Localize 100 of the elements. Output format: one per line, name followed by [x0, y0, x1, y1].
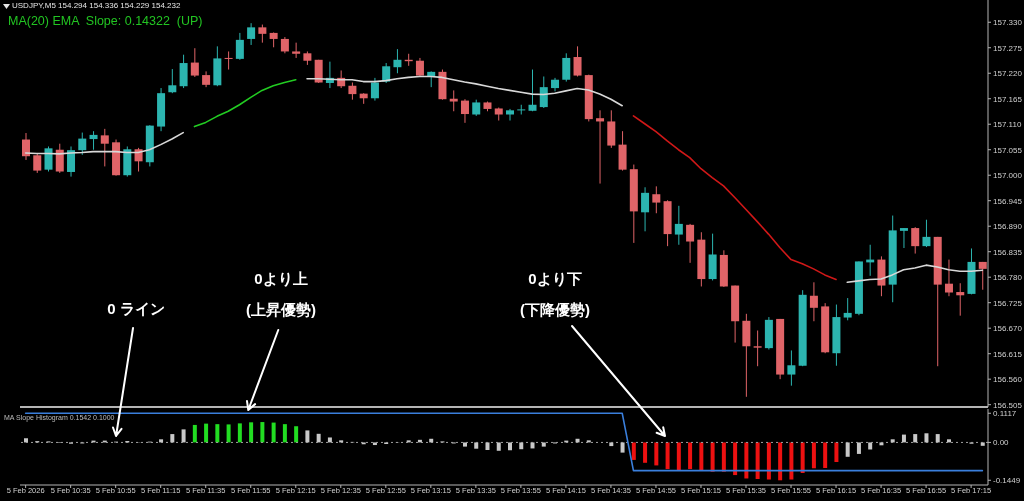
candlestick [753, 330, 762, 367]
bar [868, 442, 873, 450]
candlestick [168, 68, 177, 94]
bar [654, 442, 659, 466]
y-tick-label: 156.560 [993, 375, 1023, 385]
bar [204, 423, 209, 443]
bar [733, 442, 738, 476]
candlestick [787, 349, 796, 387]
bar [462, 442, 467, 447]
candlestick [911, 226, 920, 255]
bar [834, 442, 839, 463]
candlestick [528, 69, 537, 112]
bar [249, 422, 254, 443]
candlestick [89, 130, 98, 151]
candlestick [843, 297, 852, 321]
bar [710, 442, 715, 472]
bar [766, 442, 771, 480]
line-series [193, 78, 297, 128]
candlestick [652, 185, 661, 214]
candlestick [573, 45, 582, 77]
bar [699, 442, 704, 471]
candlestick [179, 54, 188, 89]
bar [294, 426, 299, 443]
candlestick [899, 227, 908, 249]
bar [260, 422, 265, 443]
candlestick [44, 145, 53, 173]
bar [496, 442, 501, 451]
annotation: 0 ライン [107, 299, 165, 319]
bar [474, 442, 479, 449]
bar [789, 442, 794, 480]
bar [823, 442, 828, 469]
bar [946, 439, 951, 443]
y-tick-label: 157.220 [993, 69, 1023, 79]
bar [372, 442, 377, 446]
candlestick [460, 98, 469, 124]
y-tick-label: 157.000 [993, 171, 1023, 181]
candlestick [190, 47, 199, 78]
y-tick-label: 156.780 [993, 273, 1023, 283]
candlestick [393, 48, 402, 74]
bar [226, 424, 231, 443]
annotation: 0より下 (下降優勢) [520, 269, 590, 320]
bar [856, 442, 861, 454]
candlestick [641, 186, 650, 232]
bar [519, 442, 524, 450]
y-tick-label: 157.110 [993, 120, 1022, 130]
bar [24, 438, 28, 443]
candlestick [67, 145, 76, 178]
candlestick [258, 24, 267, 44]
bar [327, 437, 332, 443]
annotation: 0より上 (上昇優勢) [246, 269, 316, 320]
y-tick-label: 156.505 [993, 400, 1023, 410]
bar [215, 424, 220, 443]
bar [676, 442, 681, 471]
bar [530, 442, 535, 449]
bar [744, 442, 749, 479]
y-tick-label: 156.945 [993, 196, 1023, 206]
y-tick-label: 156.615 [993, 349, 1023, 359]
bar [305, 430, 310, 443]
bar [406, 440, 411, 443]
y-tick-label: 0.1117 [993, 409, 1017, 419]
y-tick-label: 157.055 [993, 145, 1023, 155]
bar [935, 434, 940, 443]
bar [170, 434, 175, 443]
bar [811, 442, 816, 469]
candlestick [562, 52, 571, 83]
bar [665, 442, 670, 470]
candlestick [78, 132, 87, 156]
bar [913, 434, 918, 443]
candlestick [539, 75, 548, 109]
candlestick [944, 259, 953, 297]
candlestick [370, 77, 379, 102]
bar [800, 442, 805, 473]
candlestick [596, 109, 605, 185]
bar [620, 442, 625, 453]
bar [485, 442, 490, 450]
bar [316, 433, 321, 443]
bar [688, 442, 693, 470]
line-series [632, 115, 837, 281]
candlestick [292, 42, 301, 59]
candlestick [247, 22, 256, 46]
candlestick [235, 32, 244, 61]
bar [643, 442, 648, 463]
bar [541, 442, 546, 447]
bar [192, 424, 197, 443]
bar [631, 442, 636, 460]
bar [721, 442, 726, 472]
candlestick [449, 89, 458, 112]
y-tick-label: 156.725 [993, 298, 1023, 308]
candlestick [382, 62, 391, 84]
y-tick-label: -0.1449 [993, 476, 1021, 486]
candlestick [809, 281, 818, 322]
bar [586, 440, 591, 443]
candlestick [506, 108, 514, 122]
y-tick-label: 157.165 [993, 94, 1023, 104]
candlestick [100, 128, 109, 167]
bar [508, 442, 512, 451]
bar [271, 422, 276, 443]
bar [901, 434, 906, 443]
bar [755, 442, 760, 479]
bar [181, 429, 186, 443]
